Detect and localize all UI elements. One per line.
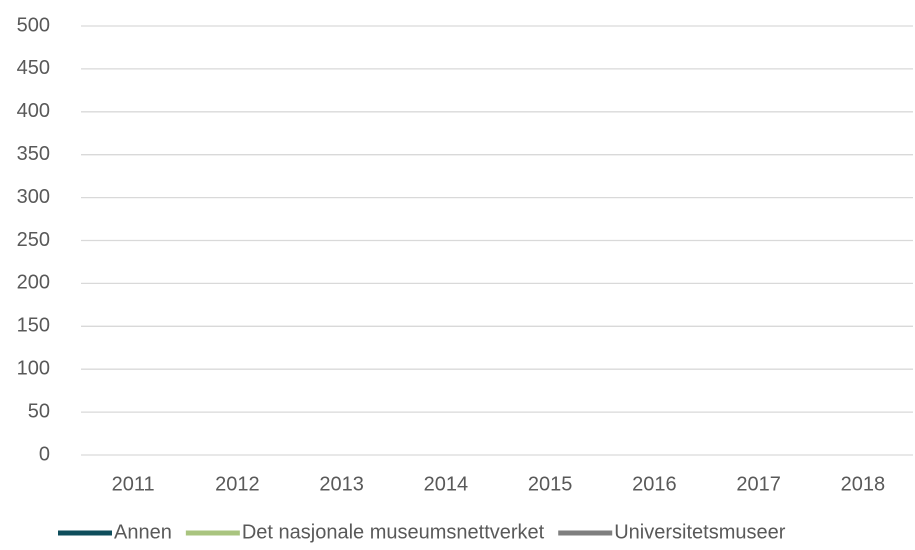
y-tick-label: 300 [17, 186, 50, 208]
y-tick-label: 0 [39, 443, 50, 465]
y-tick-label: 200 [17, 272, 50, 294]
x-tick-label: 2011 [112, 473, 155, 495]
legend-label: Universitetsmuseer [614, 521, 786, 543]
y-tick-label: 100 [17, 357, 50, 379]
y-tick-label: 150 [17, 315, 50, 337]
x-tick-label: 2013 [319, 473, 364, 495]
x-tick-label: 2018 [841, 473, 886, 495]
y-tick-label: 400 [17, 100, 50, 122]
y-tick-label: 250 [17, 229, 50, 251]
x-tick-label: 2017 [736, 473, 781, 495]
y-tick-label: 500 [17, 14, 50, 36]
y-tick-label: 350 [17, 143, 50, 165]
legend-label: Det nasjonale museumsnettverket [242, 521, 545, 543]
x-tick-label: 2014 [424, 473, 469, 495]
x-tick-label: 2012 [215, 473, 260, 495]
y-tick-label: 50 [28, 400, 50, 422]
y-tick-label: 450 [17, 57, 50, 79]
x-tick-label: 2015 [528, 473, 573, 495]
legend-label: Annen [114, 521, 172, 543]
x-tick-label: 2016 [632, 473, 677, 495]
